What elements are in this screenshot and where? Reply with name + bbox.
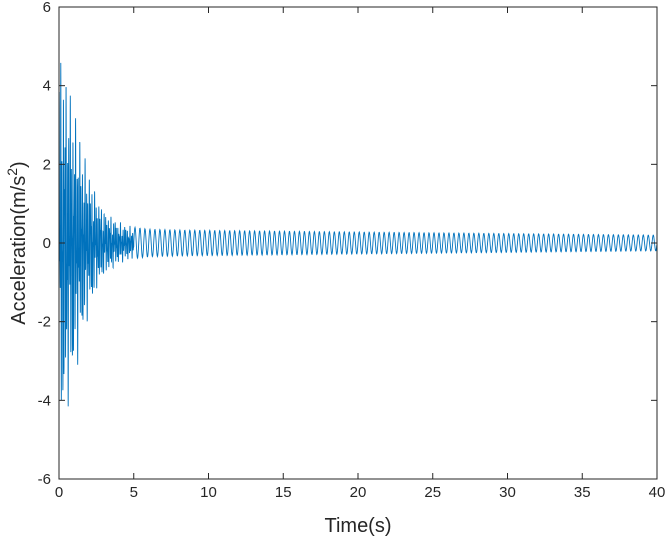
x-tick-label: 20 xyxy=(350,484,367,501)
y-tick-label: 2 xyxy=(43,156,51,173)
acceleration-series-line xyxy=(58,62,658,407)
y-tick-label: -6 xyxy=(38,471,51,488)
y-axis-ticks: -6 -4 -2 0 2 4 6 xyxy=(38,0,657,488)
x-tick-label: 15 xyxy=(275,484,292,501)
y-tick-label: -2 xyxy=(38,314,51,331)
x-tick-label: 5 xyxy=(130,484,138,501)
x-tick-label: 40 xyxy=(649,484,666,501)
x-axis-ticks: 0 5 10 15 20 25 30 35 40 xyxy=(55,7,666,501)
x-tick-label: 10 xyxy=(200,484,217,501)
x-tick-label: 0 xyxy=(55,484,63,501)
acceleration-curve xyxy=(58,62,658,407)
x-axis-title: Time(s) xyxy=(324,515,391,537)
x-tick-label: 30 xyxy=(499,484,516,501)
y-axis-title: Acceleration(m/s2) xyxy=(4,161,30,324)
y-axis-title-superscript: 2 xyxy=(4,168,20,176)
x-tick-label: 25 xyxy=(424,484,441,501)
y-axis-title-close: ) xyxy=(8,161,30,168)
x-tick-label: 35 xyxy=(574,484,591,501)
y-tick-label: 6 xyxy=(43,0,51,16)
y-tick-label: 0 xyxy=(43,235,51,252)
y-tick-label: -4 xyxy=(38,392,51,409)
y-tick-label: 4 xyxy=(43,78,51,95)
y-axis-title-base: Acceleration(m/s xyxy=(8,176,30,325)
